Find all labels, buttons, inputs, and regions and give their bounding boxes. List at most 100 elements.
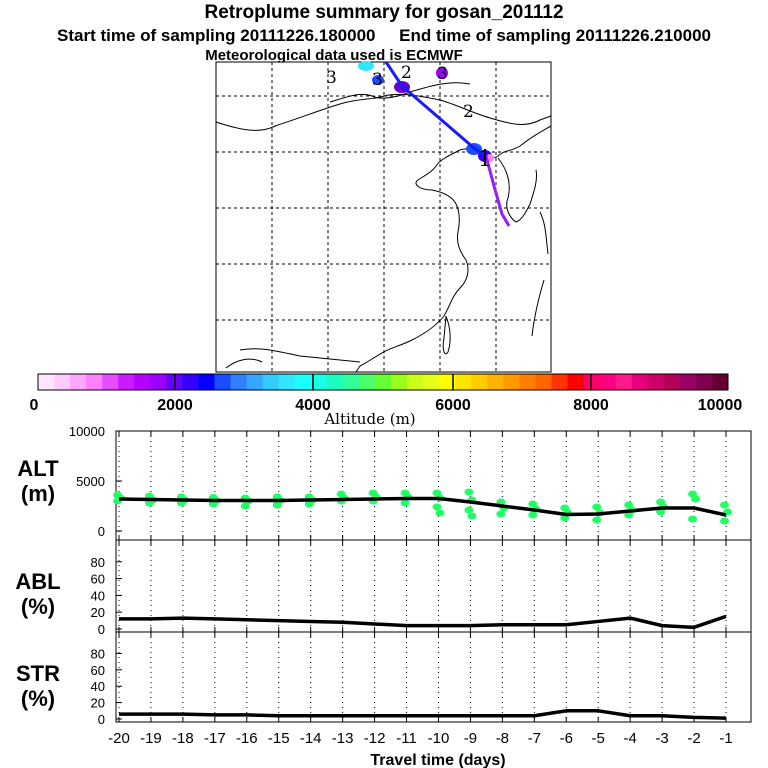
- y-tick-label: 20: [91, 605, 105, 620]
- x-tick-label: -20: [108, 730, 130, 747]
- scatter-point: [464, 488, 474, 496]
- x-tick-label: -5: [592, 730, 605, 747]
- x-tick-label: -11: [396, 730, 417, 747]
- scatter-point: [400, 499, 410, 507]
- colorbar-label: Altitude (m): [323, 410, 415, 428]
- x-tick-label: -1: [719, 730, 732, 747]
- met-data-note: Meteorological data used is ECMWF: [205, 47, 463, 64]
- colorbar-swatch: [679, 374, 697, 390]
- series-line: [119, 614, 727, 630]
- day-marker: 2: [401, 63, 412, 83]
- colorbar-tick: 2000: [157, 397, 193, 414]
- colorbar-swatch: [198, 374, 216, 390]
- scatter-point: [240, 502, 250, 510]
- colorbar-swatch: [294, 374, 312, 390]
- scatter-point: [720, 501, 729, 509]
- x-tick-label: -19: [140, 730, 162, 747]
- plume-blob: [436, 67, 448, 79]
- end-label: End time of sampling: [399, 26, 572, 45]
- scatter-point: [496, 498, 506, 506]
- scatter-point: [592, 503, 602, 511]
- x-axis-label: Travel time (days): [370, 752, 505, 768]
- scatter-point: [272, 501, 282, 509]
- colorbar-tick: 8000: [573, 397, 609, 414]
- day-marker: 3: [437, 64, 448, 84]
- colorbar-swatch: [38, 374, 55, 390]
- x-tick-label: -16: [236, 730, 258, 747]
- colorbar-swatch: [583, 374, 601, 390]
- y-tick-label: 0: [98, 712, 105, 727]
- colorbar-swatch: [102, 374, 119, 390]
- y-tick-label: 10000: [69, 424, 105, 439]
- map-panel: 3 3 2 3 2 1: [215, 61, 552, 373]
- colorbar-swatch: [455, 374, 472, 390]
- colorbar-swatch: [118, 374, 135, 390]
- panel-frame: [115, 631, 752, 723]
- colorbar-swatch: [471, 374, 488, 390]
- colorbar-swatch: [599, 374, 617, 390]
- colorbar-swatch: [503, 374, 520, 390]
- scatter-point: [528, 511, 538, 519]
- y-axis-unit: (%): [21, 686, 55, 711]
- colorbar-tick: 4000: [295, 397, 331, 414]
- colorbar-tick: 6000: [435, 397, 471, 414]
- y-tick-label: 80: [91, 646, 105, 661]
- x-tick-label: -4: [623, 730, 636, 747]
- retroplume-track-south: [484, 155, 511, 227]
- retroplume-track-north: [384, 61, 487, 158]
- chart-title: Retroplume summary for gosan_201112: [204, 2, 564, 23]
- x-tick-label: -8: [496, 730, 509, 747]
- y-tick-label: 0: [98, 524, 105, 539]
- y-tick-label: 60: [91, 572, 105, 587]
- y-axis-label: ALT: [17, 456, 59, 481]
- colorbar-swatch: [423, 374, 440, 390]
- panel-alt: 10000 5000 0 ALT(m): [17, 424, 752, 541]
- scatter-point: [720, 517, 729, 525]
- plume-blob: [358, 61, 374, 71]
- x-tick-label: -18: [172, 730, 194, 747]
- colorbar-swatch: [70, 374, 87, 390]
- x-tick-label: -14: [300, 730, 322, 747]
- scatter-point: [432, 503, 442, 511]
- y-tick-label: 60: [91, 663, 105, 678]
- y-axis-label: STR: [16, 661, 60, 686]
- day-marker: 3: [326, 68, 337, 88]
- scatter-point: [560, 514, 570, 522]
- colorbar-border: [37, 373, 729, 391]
- y-axis-label: ABL: [15, 569, 60, 594]
- x-tick-label: -15: [268, 730, 290, 747]
- day-marker: 3: [372, 70, 383, 90]
- altitude-colorbar: [37, 373, 729, 391]
- colorbar-swatch: [358, 374, 376, 390]
- sampling-times: Start time of sampling 20111226.180000 E…: [0, 26, 768, 46]
- scatter-point: [592, 516, 602, 524]
- day-marker: 2: [463, 102, 474, 122]
- scatter-point: [496, 510, 506, 518]
- x-tick-label: -13: [332, 730, 354, 747]
- x-tick-label: -3: [655, 730, 668, 747]
- time-series-panels: 1000050000ALT(m)806040200ABL(%)806040200…: [15, 424, 752, 768]
- y-axis-unit: (%): [21, 594, 55, 619]
- colorbar-swatch: [278, 374, 296, 390]
- y-tick-label: 40: [91, 679, 105, 694]
- x-tick-label: -12: [364, 730, 386, 747]
- day-markers: 3 3 2 3 2 1: [326, 63, 492, 172]
- y-tick-label: 40: [91, 588, 105, 603]
- start-value: 20111226.180000: [240, 26, 376, 45]
- y-tick-label: 0: [98, 622, 105, 637]
- colorbar-swatch: [535, 374, 552, 390]
- x-tick-label: -10: [428, 730, 450, 747]
- colorbar-swatch: [342, 374, 360, 390]
- colorbar-swatch: [262, 374, 280, 390]
- plume-blob: [372, 75, 384, 85]
- colorbar-swatch: [647, 374, 665, 390]
- scatter-point: [624, 511, 634, 519]
- day-marker: 1: [478, 147, 492, 172]
- colorbar-swatch: [310, 374, 328, 390]
- y-tick-label: 5000: [76, 474, 105, 489]
- map-frame: [215, 61, 552, 373]
- colorbar-swatch: [326, 374, 344, 390]
- scatter-point: [464, 506, 474, 514]
